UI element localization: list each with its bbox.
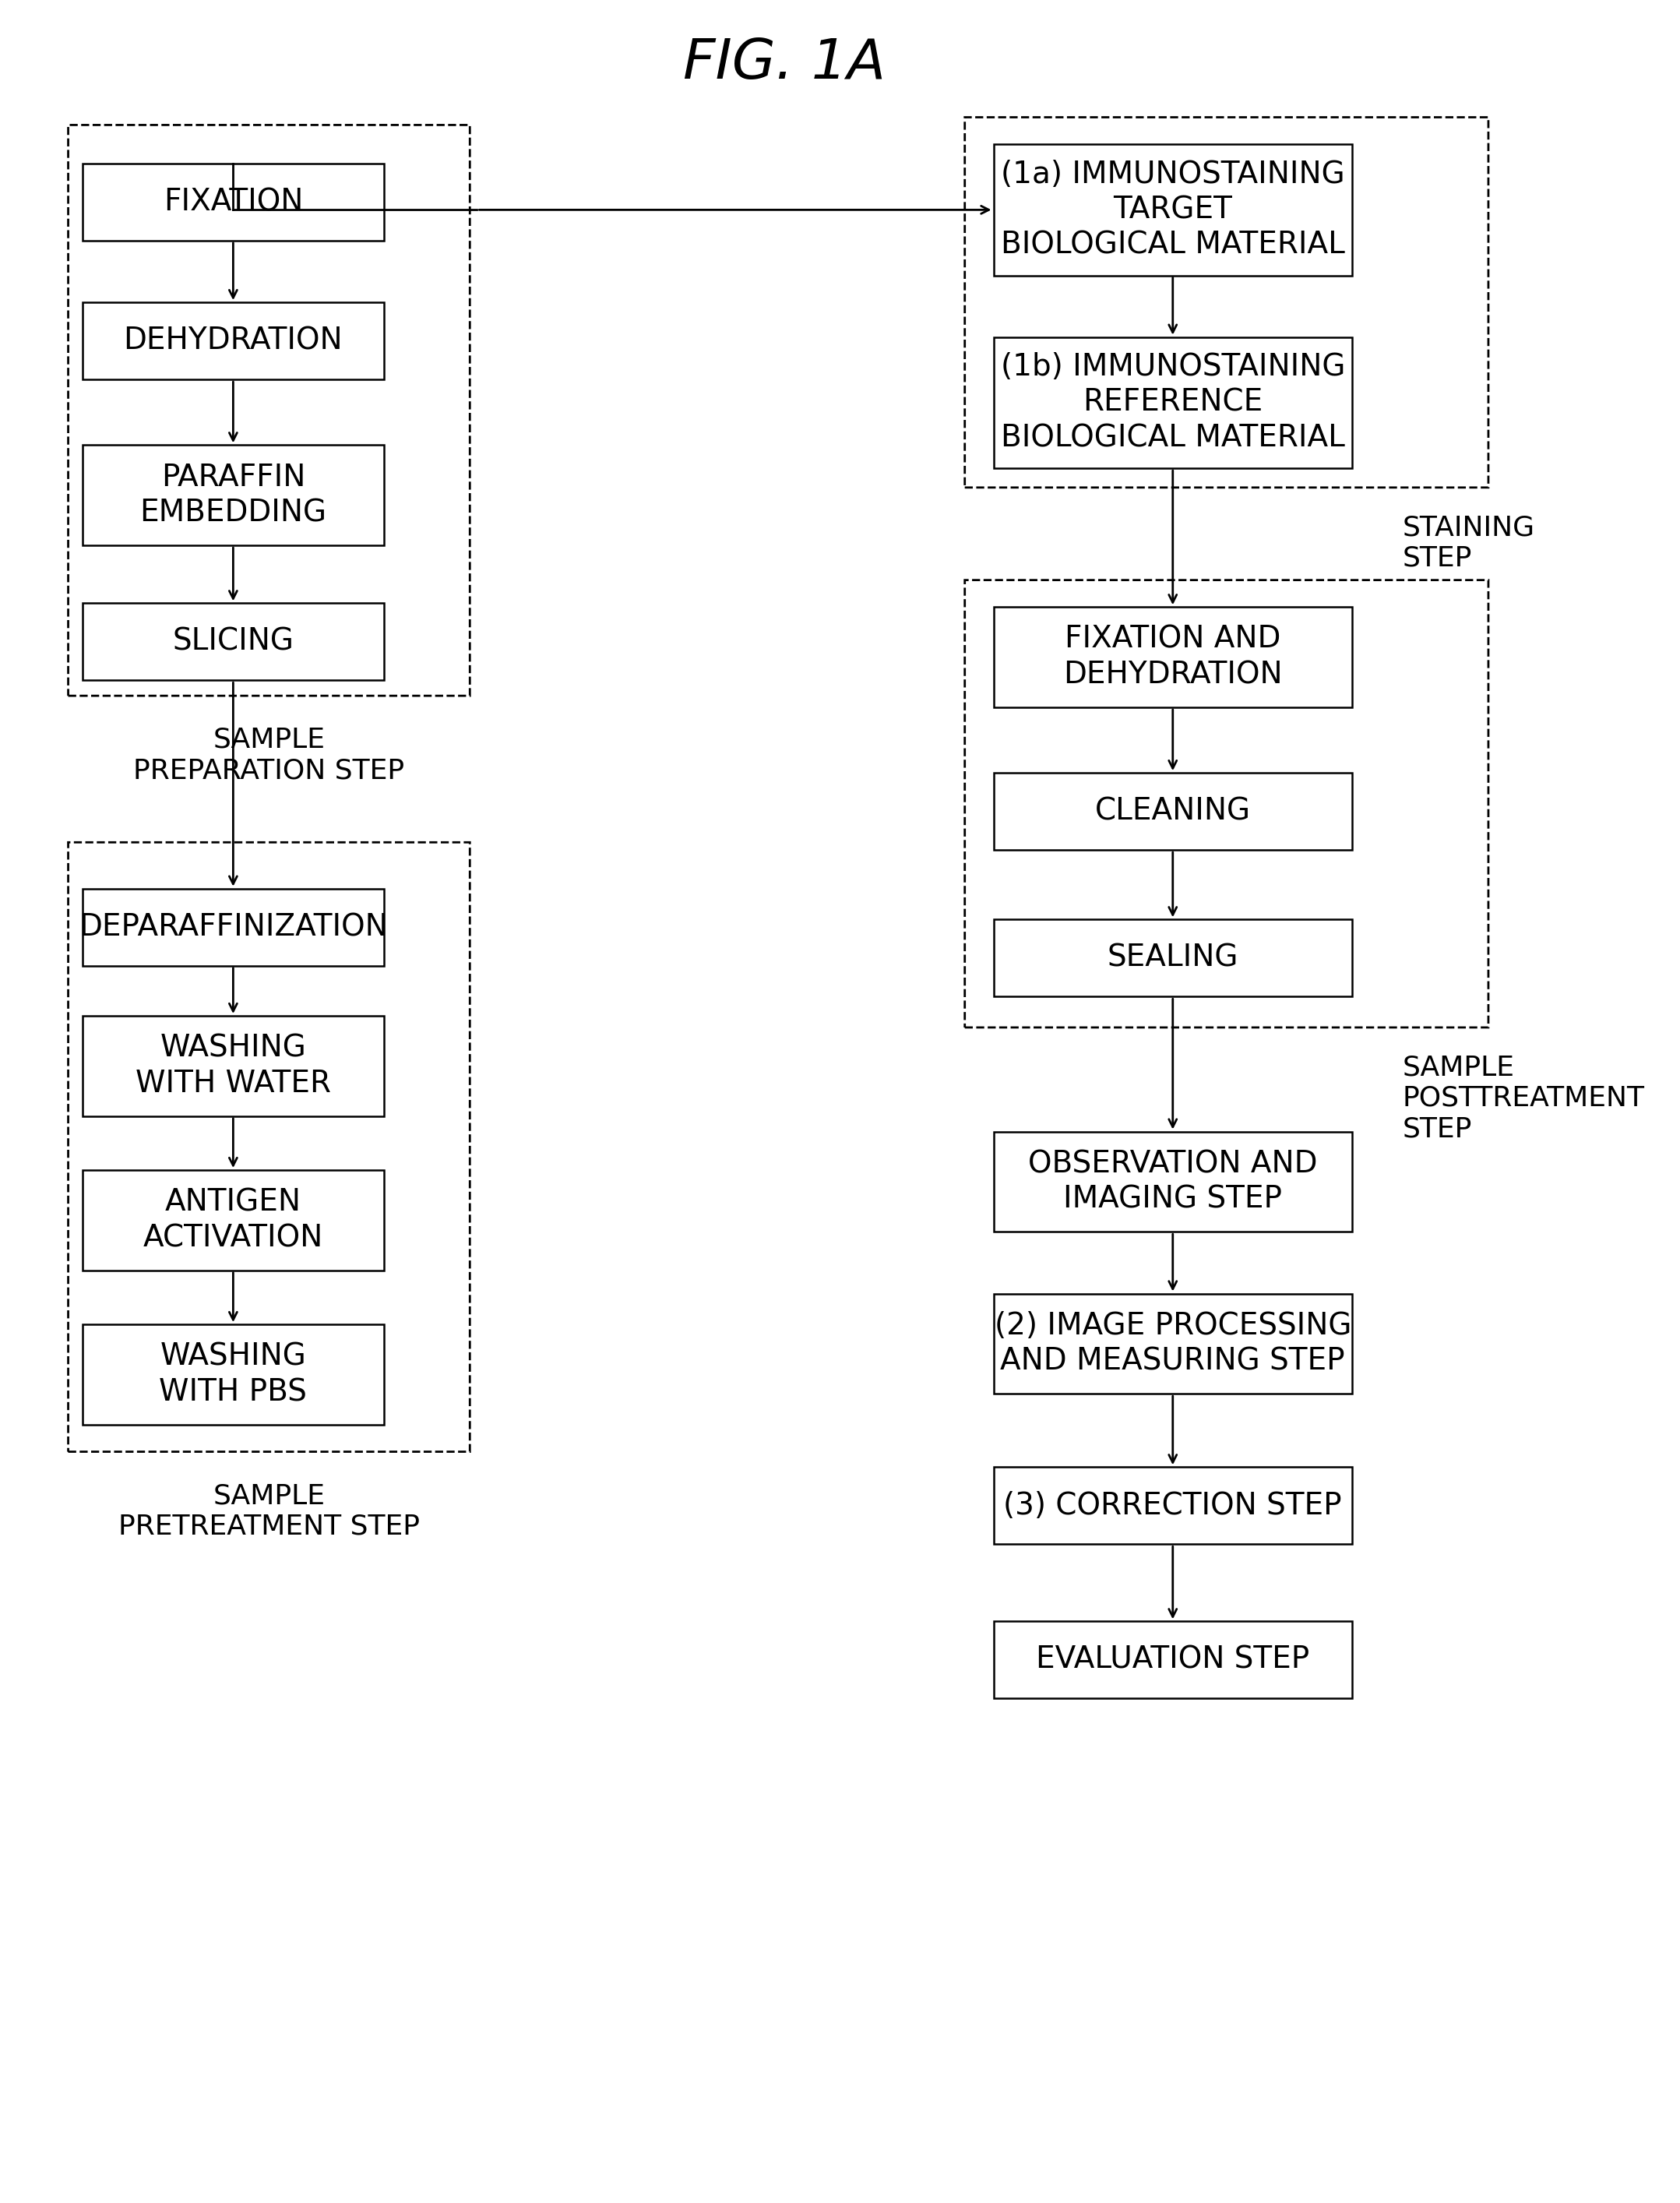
Bar (993, 608, 1352, 707)
Bar (993, 773, 1352, 850)
Bar (993, 1293, 1352, 1394)
Text: WASHING
WITH WATER: WASHING WITH WATER (136, 1033, 331, 1099)
Bar (82, 888, 383, 965)
Bar (993, 143, 1352, 275)
Text: FIXATION: FIXATION (163, 187, 302, 216)
Bar (82, 1170, 383, 1271)
Text: SEALING: SEALING (1107, 943, 1238, 974)
Bar (82, 302, 383, 379)
Text: PARAFFIN
EMBEDDING: PARAFFIN EMBEDDING (139, 463, 326, 529)
Text: EVALUATION STEP: EVALUATION STEP (1037, 1646, 1310, 1674)
Text: DEPARAFFINIZATION: DEPARAFFINIZATION (79, 912, 388, 943)
Text: WASHING
WITH PBS: WASHING WITH PBS (160, 1342, 307, 1408)
Bar (993, 337, 1352, 469)
Text: SAMPLE
PRETREATMENT STEP: SAMPLE PRETREATMENT STEP (118, 1483, 420, 1540)
Text: OBSERVATION AND
IMAGING STEP: OBSERVATION AND IMAGING STEP (1028, 1150, 1317, 1214)
Text: CLEANING: CLEANING (1095, 797, 1250, 826)
Text: SAMPLE
PREPARATION STEP: SAMPLE PREPARATION STEP (133, 727, 405, 784)
Bar (993, 1467, 1352, 1544)
Bar (993, 919, 1352, 996)
Bar (82, 604, 383, 681)
Text: FIG. 1A: FIG. 1A (682, 37, 885, 90)
Bar (82, 1016, 383, 1117)
Text: DEHYDRATION: DEHYDRATION (124, 326, 343, 355)
Text: (2) IMAGE PROCESSING
AND MEASURING STEP: (2) IMAGE PROCESSING AND MEASURING STEP (995, 1311, 1351, 1377)
Bar (993, 1621, 1352, 1699)
Bar (82, 1324, 383, 1425)
Text: FIXATION AND
DEHYDRATION: FIXATION AND DEHYDRATION (1063, 626, 1282, 690)
Bar (993, 1132, 1352, 1231)
Text: ANTIGEN
ACTIVATION: ANTIGEN ACTIVATION (143, 1187, 323, 1254)
Text: (1a) IMMUNOSTAINING
TARGET
BIOLOGICAL MATERIAL: (1a) IMMUNOSTAINING TARGET BIOLOGICAL MA… (1001, 159, 1346, 260)
Text: SLICING: SLICING (173, 628, 294, 656)
Text: (3) CORRECTION STEP: (3) CORRECTION STEP (1003, 1491, 1342, 1520)
Text: SAMPLE
POSTTREATMENT
STEP: SAMPLE POSTTREATMENT STEP (1403, 1055, 1645, 1143)
Text: STAINING
STEP: STAINING STEP (1403, 516, 1536, 573)
Bar (82, 445, 383, 546)
Bar (82, 163, 383, 240)
Text: (1b) IMMUNOSTAINING
REFERENCE
BIOLOGICAL MATERIAL: (1b) IMMUNOSTAINING REFERENCE BIOLOGICAL… (1001, 352, 1346, 454)
